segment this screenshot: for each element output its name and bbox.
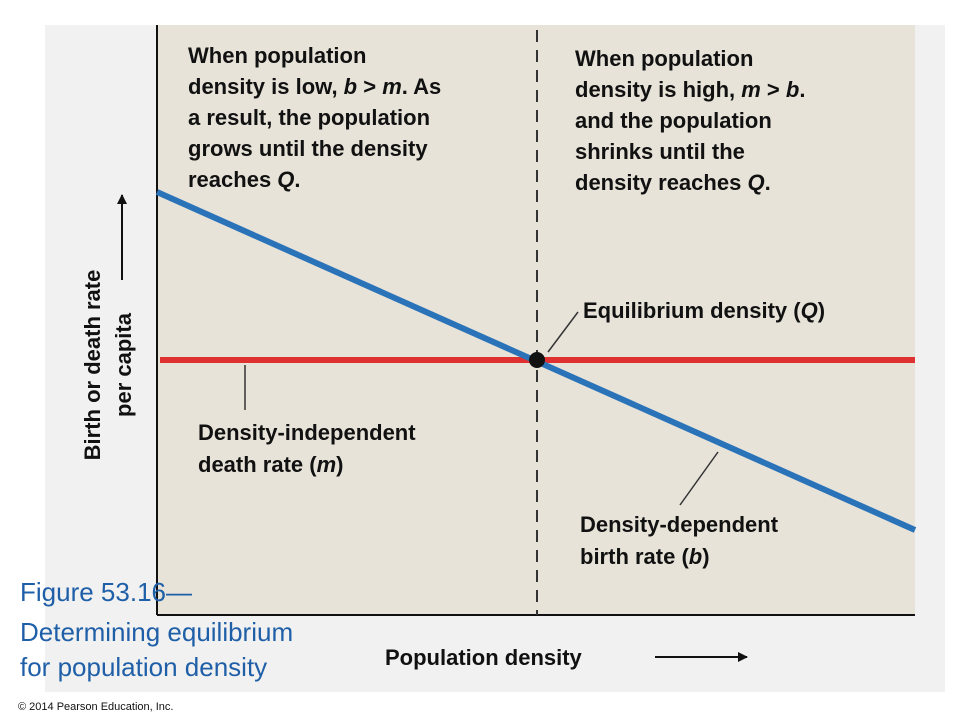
annotation-text: density is high, [575, 77, 741, 102]
annotation-symbol: Q [747, 170, 764, 195]
annotation-line: a result, the population [188, 105, 430, 130]
annotation-symbol: b [786, 77, 799, 102]
annotation-line: grows until the density [188, 136, 428, 161]
annotation-text: birth rate ( [580, 544, 689, 569]
annotation-line: When population [575, 46, 753, 71]
annotation-symbol: Q [277, 167, 294, 192]
annotation-text: . [799, 77, 805, 102]
annotation-line: and the population [575, 108, 772, 133]
annotation-text: and the population [575, 108, 772, 133]
annotation-text: ) [702, 544, 709, 569]
annotation-symbol: b [689, 544, 702, 569]
annotation-text: > [761, 77, 786, 102]
annotation-line: death rate (m) [198, 452, 343, 477]
annotation-symbol: m [741, 77, 761, 102]
equilibrium-point [529, 352, 545, 368]
copyright: © 2014 Pearson Education, Inc. [18, 701, 173, 713]
annotation-symbol: Q [801, 298, 818, 323]
annotation-line: When population [188, 43, 366, 68]
annotation-text: death rate ( [198, 452, 317, 477]
y-axis-label-line: Birth or death rate [80, 270, 105, 461]
annotation-text: a result, the population [188, 105, 430, 130]
annotation-line: birth rate (b) [580, 544, 710, 569]
annotation-text: ) [336, 452, 343, 477]
leader-line [547, 311, 579, 353]
annotation-line: Density-dependent [580, 512, 779, 537]
figure-caption: Determining equilibrium [20, 617, 293, 647]
annotation-text: Equilibrium density ( [583, 298, 801, 323]
annotation-text: ) [818, 298, 825, 323]
annotation-text: . [765, 170, 771, 195]
annotation-line: Density-independent [198, 420, 416, 445]
annotation-line: shrinks until the [575, 139, 745, 164]
annotation-text: density reaches [575, 170, 747, 195]
annotation-text: Density-dependent [580, 512, 779, 537]
annotation-line: density is low, b > m. As [188, 74, 441, 99]
annotation-text: shrinks until the [575, 139, 745, 164]
annotation-text: reaches [188, 167, 277, 192]
figure-label: Figure 53.16— [20, 577, 192, 607]
annotation-symbol: m [382, 74, 402, 99]
leader-line [679, 451, 719, 506]
annotation-symbol: b [344, 74, 357, 99]
annotation-line: Equilibrium density (Q) [583, 298, 825, 323]
x-axis-label: Population density [385, 645, 583, 670]
y-axis-label: Birth or death rate per capita [80, 270, 136, 461]
annotation-text: density is low, [188, 74, 344, 99]
annotation-text: When population [575, 46, 753, 71]
annotation-line: density reaches Q. [575, 170, 771, 195]
annotation-text: . As [402, 74, 442, 99]
annotation-text: When population [188, 43, 366, 68]
annotation-symbol: m [317, 452, 337, 477]
annotation-text: grows until the density [188, 136, 428, 161]
annotation-text: Density-independent [198, 420, 416, 445]
annotation-text: > [357, 74, 382, 99]
y-axis-label-line: per capita [111, 312, 136, 417]
annotation-text: . [294, 167, 300, 192]
figure-caption: for population density [20, 652, 267, 682]
annotation-line: density is high, m > b. [575, 77, 805, 102]
annotation-line: reaches Q. [188, 167, 301, 192]
